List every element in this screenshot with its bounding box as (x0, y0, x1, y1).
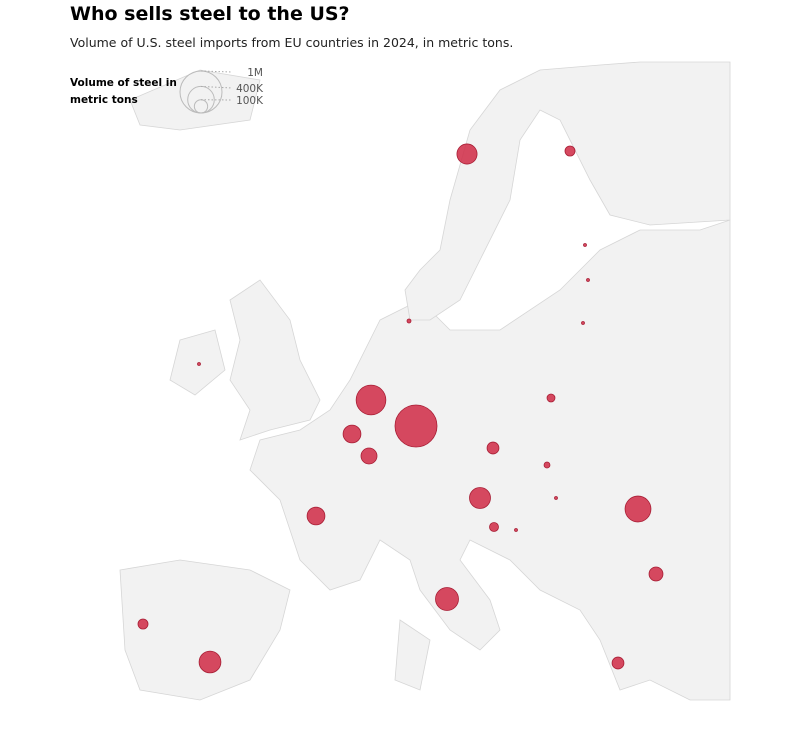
bubble (197, 362, 201, 366)
legend-label: 1M (247, 67, 263, 79)
bubble (469, 487, 491, 509)
bubble (581, 321, 585, 325)
bubbles (137, 143, 664, 674)
bubble (648, 566, 664, 582)
bubble (586, 278, 590, 282)
bubble (306, 506, 326, 526)
bubble (394, 404, 438, 448)
legend-circle (193, 99, 209, 114)
bubble (342, 424, 362, 444)
legend-title: metric tons (70, 94, 138, 106)
bubble (456, 143, 478, 165)
subtitle: Volume of U.S. steel imports from EU cou… (70, 35, 513, 50)
bubble (355, 384, 387, 416)
bubble (137, 618, 149, 630)
bubble (554, 496, 558, 500)
bubble (583, 243, 587, 247)
bubble (514, 528, 518, 532)
bubble (406, 318, 412, 324)
title: Who sells steel to the US? (70, 3, 350, 25)
bubble (546, 393, 556, 403)
land (119, 61, 731, 701)
bubble (611, 656, 625, 670)
bubble (543, 461, 551, 469)
bubble (198, 650, 222, 674)
legend-title: Volume of steel in (70, 77, 177, 89)
bubble (360, 447, 378, 465)
legend-leader (200, 85, 233, 89)
legend-label: 100K (236, 95, 264, 107)
bubble (486, 441, 500, 455)
legend-label: 400K (236, 83, 264, 95)
bubble (489, 522, 499, 532)
bubble (624, 495, 652, 523)
bubble (435, 587, 459, 611)
bubble (564, 145, 576, 157)
legend-leader (200, 70, 233, 73)
